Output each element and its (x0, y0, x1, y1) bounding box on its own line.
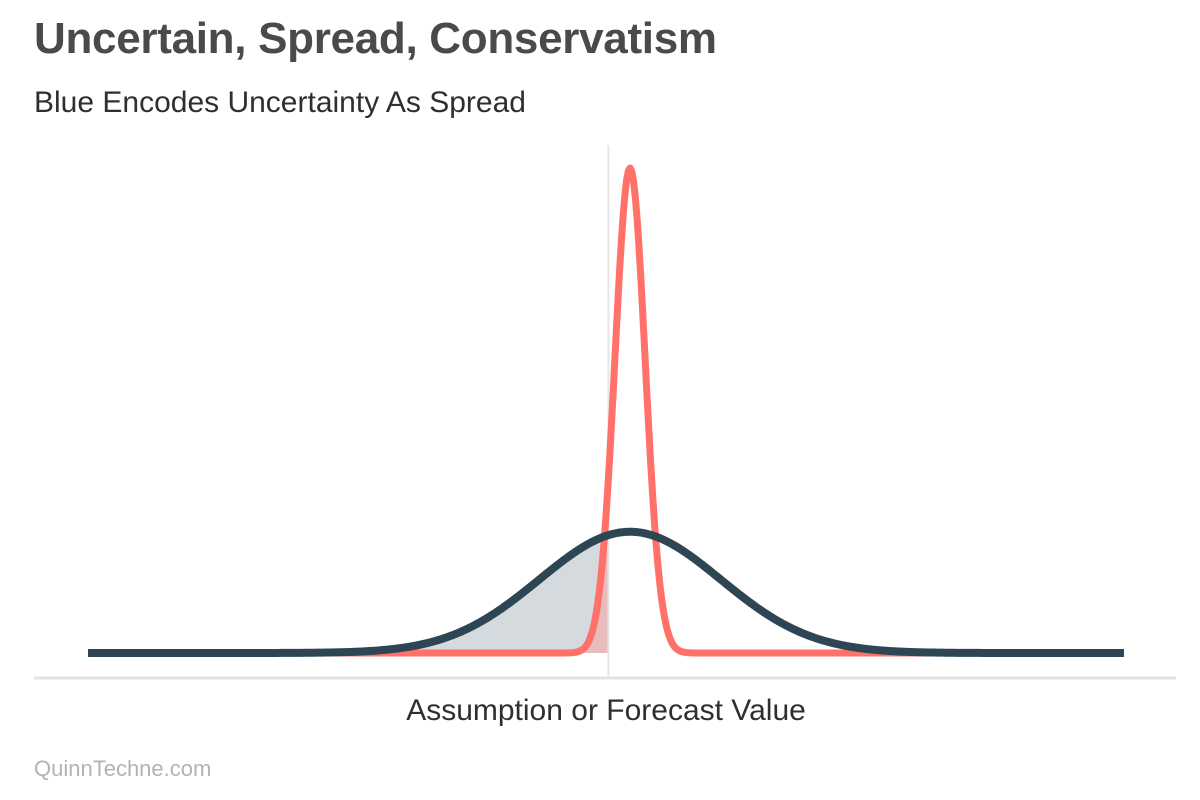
source-credit: QuinnTechne.com (34, 756, 212, 781)
navy-shaded-area (88, 535, 609, 653)
chart-subtitle: Blue Encodes Uncertainty As Spread (34, 86, 526, 119)
chart-title: Uncertain, Spread, Conservatism (34, 14, 717, 63)
navy-wide-curve (85, 527, 1127, 657)
x-axis-label: Assumption or Forecast Value (406, 694, 806, 727)
